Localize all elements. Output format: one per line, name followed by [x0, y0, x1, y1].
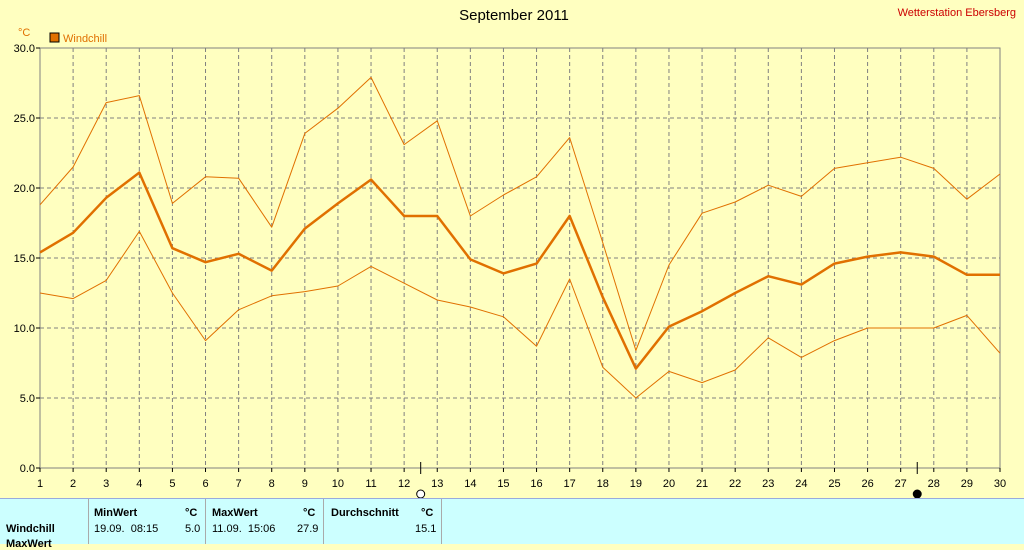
legend-swatch: [49, 32, 60, 43]
min-unit: °C: [185, 507, 198, 519]
y-tick-labels: 0.0 5.0 10.0 15.0 20.0 25.0 30.0: [14, 43, 40, 475]
x-tick-label: 7: [236, 478, 242, 490]
x-tick-label: 9: [302, 478, 308, 490]
x-tick-label: 4: [136, 478, 142, 490]
moon-phase-markers: [416, 462, 922, 498]
legend-label: Windchill: [63, 33, 107, 45]
min-date: 19.09. 08:15: [94, 523, 159, 535]
series-line-max: [39, 76, 1001, 351]
x-tick-labels: 1 2 3 4 5 6 7 8 9 10 11 12 13 14 15 16 17 18 19 20 21 22 23 24 2…: [37, 468, 1006, 490]
chart: September 2011 Wetterstation Ebersberg °…: [14, 7, 1016, 498]
x-tick-label: 15: [497, 478, 509, 490]
x-tick-label: 11: [365, 478, 376, 490]
avg-header: Durchschnitt: [331, 507, 399, 519]
x-tick-label: 24: [795, 478, 807, 490]
x-tick-label: 14: [464, 478, 476, 490]
x-tick-label: 18: [597, 478, 609, 490]
y-tick-label: 10.0: [14, 323, 35, 335]
x-tick-label: 5: [169, 478, 175, 490]
chart-title: September 2011: [459, 7, 569, 24]
x-tick-label: 3: [103, 478, 109, 490]
y-tick-label: 15.0: [14, 253, 35, 265]
avg-value: 15.1: [415, 523, 437, 535]
stats-row-label: Windchill: [6, 523, 55, 535]
max-unit: °C: [303, 507, 316, 519]
x-tick-label: 10: [332, 478, 344, 490]
min-value: 5.0: [185, 523, 201, 535]
x-tick-label: 23: [762, 478, 774, 490]
min-header: MinWert: [94, 507, 138, 519]
x-tick-label: 26: [861, 478, 873, 490]
statistics-panel: Windchill MaxWert MinWert °C 19.09. 08:1…: [0, 498, 1024, 550]
y-tick-label: 25.0: [14, 113, 35, 125]
new-moon-icon: [912, 489, 922, 498]
y-tick-label: 30.0: [14, 43, 35, 55]
x-tick-label: 6: [202, 478, 208, 490]
y-tick-label: 5.0: [20, 393, 35, 405]
station-name: Wetterstation Ebersberg: [898, 7, 1016, 19]
avg-unit: °C: [421, 507, 434, 519]
full-moon-icon: [416, 489, 426, 498]
x-tick-label: 21: [696, 478, 708, 490]
stats-row-label-next: MaxWert: [6, 538, 52, 550]
x-tick-label: 1: [37, 478, 43, 490]
y-axis-unit: °C: [18, 27, 30, 39]
x-tick-label: 25: [828, 478, 840, 490]
x-tick-label: 22: [729, 478, 741, 490]
series-lines: [39, 76, 1001, 399]
series-line-mean: [39, 171, 1000, 370]
y-tick-label: 0.0: [20, 463, 35, 475]
x-tick-label: 2: [70, 478, 76, 490]
x-tick-label: 13: [431, 478, 443, 490]
x-tick-label: 12: [398, 478, 410, 490]
x-tick-label: 16: [530, 478, 542, 490]
x-tick-label: 29: [961, 478, 973, 490]
x-tick-label: 28: [928, 478, 940, 490]
y-tick-label: 20.0: [14, 183, 35, 195]
max-value: 27.9: [297, 523, 319, 535]
x-tick-label: 8: [269, 478, 275, 490]
max-date: 11.09. 15:06: [212, 523, 276, 535]
max-header: MaxWert: [212, 507, 258, 519]
x-tick-label: 17: [564, 478, 576, 490]
x-tick-label: 30: [994, 478, 1006, 490]
x-tick-label: 27: [895, 478, 907, 490]
series-line-min: [39, 230, 1001, 399]
x-tick-label: 19: [630, 478, 642, 490]
x-tick-label: 20: [663, 478, 675, 490]
